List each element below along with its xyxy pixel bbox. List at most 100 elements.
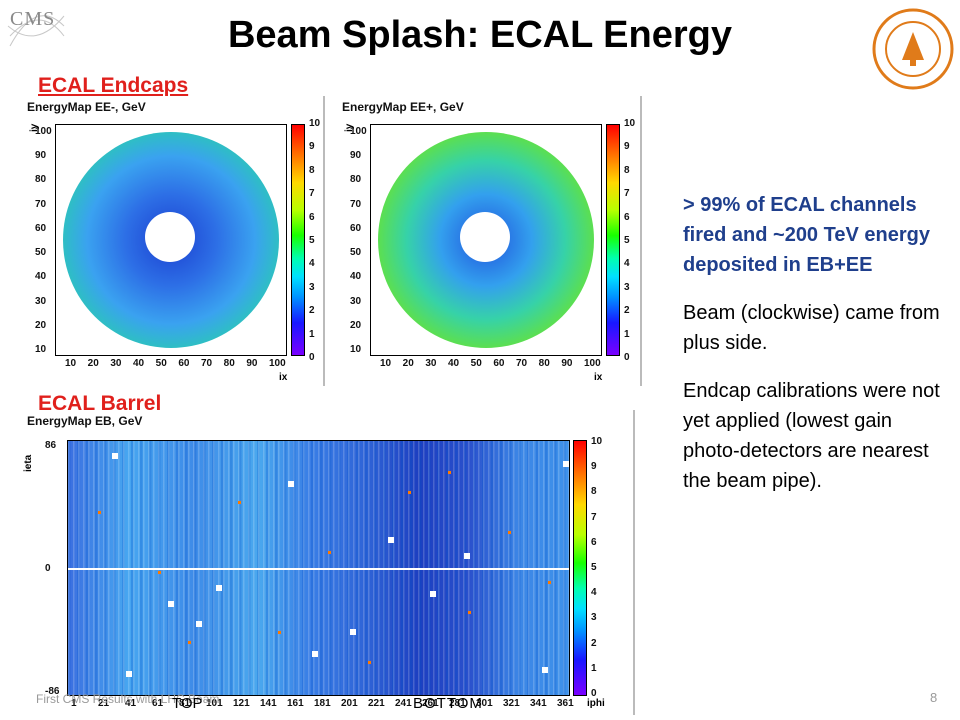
ee-minus-ytick-label: 90 [35,150,47,162]
ee-minus-xtick-label: 100 [269,358,286,369]
eb-ztick-label: 2 [591,637,597,649]
eb-xtick-label: 81 [179,698,191,709]
eb-dead-channel [563,461,569,467]
eb-xtick-label: 121 [233,698,250,709]
ee-minus-ztick-label: 2 [309,305,315,317]
ee-plus-ytick-label: 80 [350,174,362,186]
cms-logo-arcs [7,15,65,47]
ee-plus-xtick-label: 90 [561,358,573,369]
eb-hot-channel [468,611,471,614]
eb-dead-channel [196,621,202,627]
ee-minus-xtick-label: 80 [223,358,235,369]
ee-minus-ytick-label: 50 [35,247,47,259]
top-label: TOP [172,695,203,712]
ee-minus-xtick-label: 40 [133,358,145,369]
footer-text: First CMS Results with LHC Beam [36,692,220,706]
ee-plus-ytick-label: 10 [350,344,362,355]
eb-hot-channel [238,501,241,504]
ee-minus-ytick-label: 80 [35,174,47,186]
ee-plus-xlabel: ix [594,372,603,383]
eb-xtick-label: 161 [287,698,304,709]
ee-plus-ytick-label: 70 [350,198,362,210]
ee-plus-xtick-label: 80 [538,358,550,369]
ee-plus-title: EnergyMap EE+, GeV [342,100,464,114]
ee-minus-xtick-label: 10 [65,358,77,369]
ee-plus-ytick-label: 100 [350,126,367,137]
eb-xtick-label: 141 [260,698,277,709]
ee-minus-xtick-label: 50 [155,358,167,369]
ee-minus-xlabel: ix [279,372,288,383]
ee-plus-disk [378,132,594,348]
ee-minus-xtick-label: 60 [178,358,190,369]
eb-xtick-label: 341 [530,698,547,709]
ee-minus-xtick-label: 90 [246,358,258,369]
ee-plus-colorbar [606,124,620,356]
ee-plus-plot: EnergyMap EE+, GeV iy 100 90 80 70 60 50 40 30 2… [330,96,642,386]
eb-xtick-label: 261 [422,698,439,709]
eb-xtick-label: 61 [152,698,164,709]
eb-dead-channel [350,629,356,635]
eb-xtick-label: 21 [98,698,110,709]
ee-minus-beampipe [145,212,195,262]
eb-dead-channel [312,651,318,657]
eb-xtick-label: 361 [557,698,574,709]
eb-hot-channel [508,531,511,534]
ee-minus-ztick-label: 10 [309,118,321,129]
ee-plus-xtick-label: 60 [493,358,505,369]
eb-ztick-label: 4 [591,587,597,599]
bottom-label: BOTTOM [413,695,483,712]
eb-dead-channel [542,667,548,673]
summary-text: > 99% of ECAL channels fired and ~200 Te… [683,190,953,496]
eb-hot-channel [328,551,331,554]
eb-hot-channel [548,581,551,584]
eb-ztick-label: 7 [591,511,597,523]
eb-ztick-label: 6 [591,536,597,548]
eb-xtick-label: 281 [449,698,466,709]
ee-minus-ztick-label: 8 [309,164,315,176]
eb-title: EnergyMap EB, GeV [27,414,143,428]
ee-minus-ztick-label: 4 [309,258,315,270]
ee-minus-ztick-label: 9 [309,141,315,153]
eb-ytick-label: 86 [45,440,57,451]
eb-ztick-label: 1 [591,662,597,674]
eb-ztick-label: 9 [591,461,597,473]
ee-plus-ztick-label: 8 [624,164,630,176]
calibration-note-text: Endcap calibrations were not yet applied… [683,380,940,492]
ee-plus-ytick-label: 60 [350,222,362,234]
eb-xtick-label: 201 [341,698,358,709]
eb-dead-channel [126,671,132,677]
endcaps-label: ECAL Endcaps [38,74,189,97]
eb-dead-channel [464,553,470,559]
ee-minus-ztick-label: 7 [309,188,315,200]
page-number: 8 [930,690,938,705]
ee-plus-beampipe [460,212,510,262]
ee-minus-ztick-label: 6 [309,211,315,223]
eb-plot: EnergyMap EB, GeV ieta 86 0 -86 1 21 41 61 81 1… [15,410,635,715]
ee-plus-ytick-label: 30 [350,295,362,307]
ee-plus-xtick-label: 100 [584,358,601,369]
ee-plus-xtick-label: 30 [425,358,437,369]
eb-xlabel: iphi [587,698,605,709]
ee-minus-xtick-label: 70 [201,358,213,369]
eb-xtick-label: 1 [71,698,77,709]
eb-xtick-label: 301 [476,698,493,709]
cms-logo-text: CMS [10,8,56,30]
eb-ztick-label: 8 [591,486,597,498]
eb-xtick-label: 101 [206,698,223,709]
eb-xtick-label: 321 [503,698,520,709]
eb-ztick-label: 0 [591,688,597,699]
ee-plus-xtick-label: 20 [402,358,414,369]
eb-dead-channel [430,591,436,597]
eb-hot-channel [278,631,281,634]
ee-plus-xtick-label: 70 [516,358,528,369]
ee-minus-xtick-label: 20 [87,358,99,369]
ee-minus-disk [63,132,279,348]
ee-minus-ytick-label: 30 [35,295,47,307]
ee-plus-ztick-label: 0 [624,352,630,363]
ee-minus-ztick-label: 5 [309,235,315,246]
ee-plus-ytick-label: 50 [350,247,362,259]
ee-plus-ytick-label: 40 [350,271,362,283]
ee-plus-ytick-label: 20 [350,319,362,331]
beam-direction-text: Beam (clockwise) came from plus side. [683,302,940,354]
ee-plus-ztick-label: 4 [624,258,630,270]
